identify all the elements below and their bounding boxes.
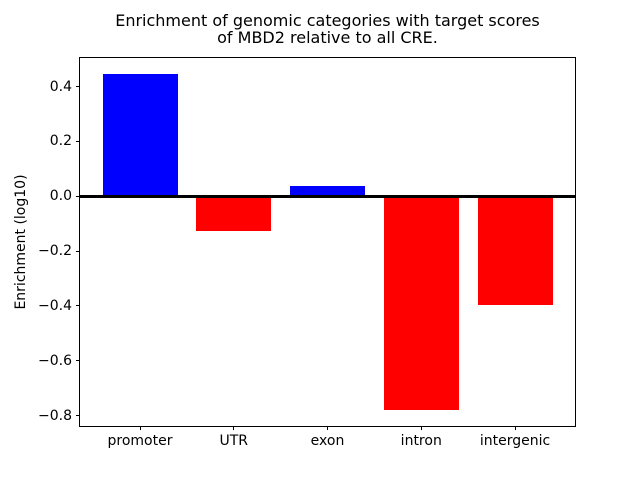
y-tick (76, 195, 80, 197)
x-tick (420, 426, 422, 430)
y-tick-label: −0.2 (38, 243, 72, 260)
x-tick-label: exon (310, 433, 345, 449)
x-tick (233, 426, 235, 430)
y-tick (76, 140, 80, 142)
y-tick (76, 305, 80, 307)
x-tick-label: UTR (219, 433, 249, 449)
y-tick (76, 86, 80, 88)
chart-title: Enrichment of genomic categories with ta… (115, 11, 540, 47)
bar-intergenic (477, 196, 553, 305)
y-tick-label: 0.0 (49, 188, 72, 205)
x-tick-label: promoter (107, 433, 173, 449)
plot-area: promoter UTR exon intron intergenic 0.4 0.2 0.0… (38, 57, 576, 449)
bar-intron (383, 196, 459, 410)
x-tick (139, 426, 141, 430)
y-tick-label: −0.4 (38, 297, 72, 314)
bar-exon (290, 186, 365, 197)
y-axis-label: Enrichment (log10) (13, 174, 29, 310)
y-tick-label: −0.6 (38, 352, 72, 369)
y-tick-label: −0.8 (38, 407, 72, 424)
x-tick-label: intron (400, 433, 442, 449)
y-tick (76, 250, 80, 252)
bar-UTR (196, 196, 272, 232)
y-tick (76, 415, 80, 417)
bar-promoter (102, 74, 178, 197)
zero-line (80, 194, 575, 198)
y-tick-label: 0.2 (49, 133, 72, 150)
x-tick-label: intergenic (479, 433, 551, 449)
y-tick-label: 0.4 (49, 78, 72, 95)
y-tick (76, 360, 80, 362)
x-tick (514, 426, 516, 430)
x-tick (327, 426, 328, 430)
